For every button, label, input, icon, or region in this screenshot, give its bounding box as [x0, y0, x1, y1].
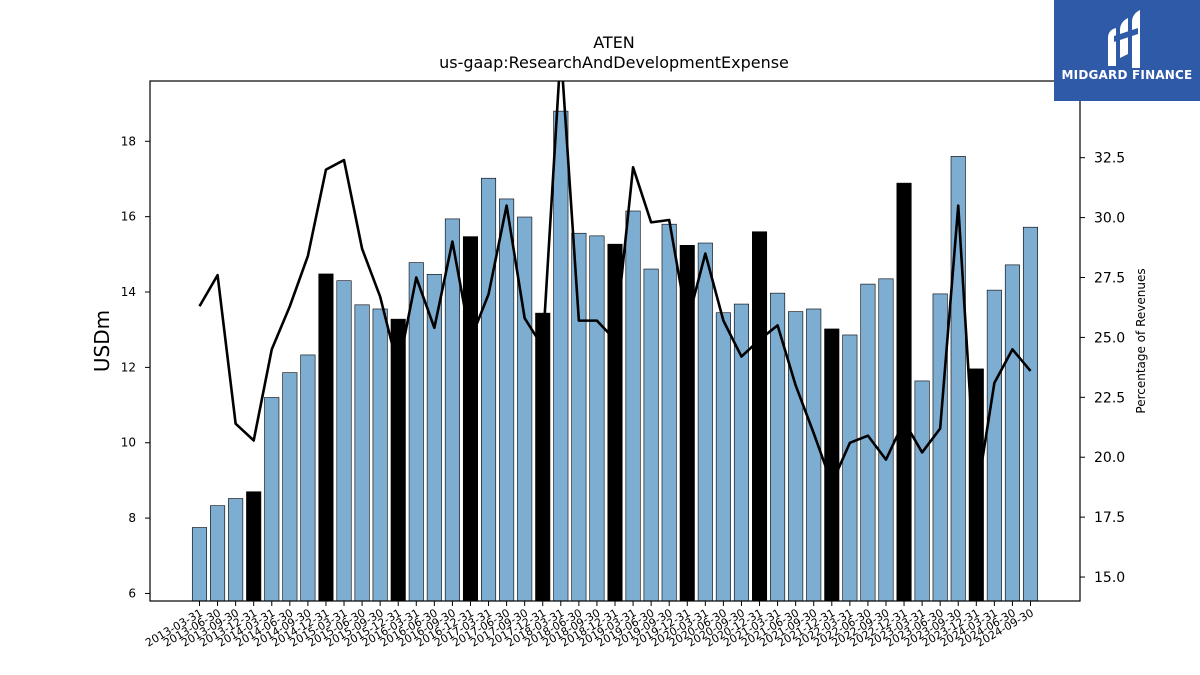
- bar-2017-09-30: [517, 216, 533, 602]
- bar-2019-03-31: [625, 210, 641, 602]
- y2-axis-label: Percentage of Revenues: [1134, 268, 1148, 413]
- bar-2021-12-31: [824, 328, 840, 602]
- bar-series: [191, 110, 1039, 602]
- midgard-finance-logo: MIDGARD FINANCE: [1054, 0, 1200, 101]
- chart-title: ATEN: [593, 33, 635, 52]
- y-tick-label: 18: [121, 134, 136, 148]
- bar-2017-03-31: [481, 177, 497, 602]
- y-axis: 6 8 10 12 14 16 18: [121, 134, 150, 600]
- chart-subtitle: us-gaap:ResearchAndDevelopmentExpense: [439, 53, 789, 72]
- bar-2015-12-31: [390, 318, 406, 602]
- bar-2016-03-31: [408, 262, 424, 602]
- bar-2021-09-30: [806, 308, 822, 602]
- bar-2013-09-30: [228, 498, 244, 602]
- y-tick-label: 8: [128, 511, 136, 525]
- bar-2018-09-30: [589, 235, 605, 602]
- bar-2022-09-30: [878, 278, 894, 602]
- bar-2015-03-31: [336, 280, 352, 602]
- y-axis-label: USDm: [90, 310, 114, 372]
- y2-tick-label: 30.0: [1094, 211, 1125, 227]
- y2-axis: 15.0 17.5 20.0 22.5 25.0 27.5 30.0 32.5: [1080, 151, 1125, 586]
- line-series: [198, 81, 1032, 500]
- bar-2024-09-30: [1022, 226, 1039, 602]
- bar-2017-12-31: [535, 312, 551, 602]
- logo-text: MIDGARD FINANCE: [1061, 68, 1193, 82]
- bar-2016-12-31: [462, 236, 478, 602]
- bar-2013-03-31: [191, 527, 208, 602]
- bar-2020-12-31: [751, 231, 768, 602]
- y2-tick-label: 32.5: [1094, 151, 1125, 167]
- bar-2020-03-31: [697, 242, 713, 602]
- bar-2024-06-30: [1004, 264, 1020, 602]
- bar-2022-03-31: [842, 334, 858, 602]
- bar-2015-06-30: [354, 304, 370, 602]
- bar-2014-09-30: [300, 354, 316, 602]
- y-tick-label: 14: [121, 285, 136, 299]
- logo-mark-icon: [1108, 10, 1140, 68]
- bar-2022-12-31: [896, 182, 912, 602]
- bar-2023-03-31: [914, 380, 930, 602]
- y-tick-label: 16: [121, 210, 136, 224]
- y2-tick-label: 27.5: [1094, 270, 1125, 286]
- bar-2019-06-30: [643, 268, 659, 602]
- y2-tick-label: 20.0: [1094, 450, 1125, 466]
- bar-2017-06-30: [499, 198, 515, 602]
- y-tick-label: 12: [121, 360, 136, 374]
- bar-2018-06-30: [571, 232, 587, 602]
- bar-2019-09-30: [661, 223, 677, 602]
- bar-2015-09-30: [372, 308, 388, 602]
- x-axis: 2013-03-312013-06-302013-09-302013-12-31…: [143, 601, 1036, 650]
- y-tick-label: 10: [121, 436, 136, 450]
- y2-tick-label: 17.5: [1094, 510, 1125, 526]
- bar-2018-03-31: [553, 110, 569, 602]
- bar-2024-03-31: [986, 289, 1002, 602]
- y2-tick-label: 22.5: [1094, 390, 1125, 406]
- bar-2014-12-31: [318, 273, 334, 602]
- bar-2013-06-30: [210, 505, 226, 602]
- y2-tick-label: 25.0: [1094, 330, 1125, 346]
- y-tick-label: 6: [128, 586, 136, 600]
- bar-2014-03-31: [264, 397, 280, 602]
- y2-tick-label: 15.0: [1094, 570, 1125, 586]
- bar-2020-06-30: [715, 312, 731, 602]
- bar-2023-06-30: [932, 293, 948, 602]
- bar-2014-06-30: [282, 372, 298, 602]
- percentage-line: [198, 81, 1032, 500]
- bar-2013-12-31: [246, 491, 262, 602]
- bar-2021-06-30: [788, 311, 804, 602]
